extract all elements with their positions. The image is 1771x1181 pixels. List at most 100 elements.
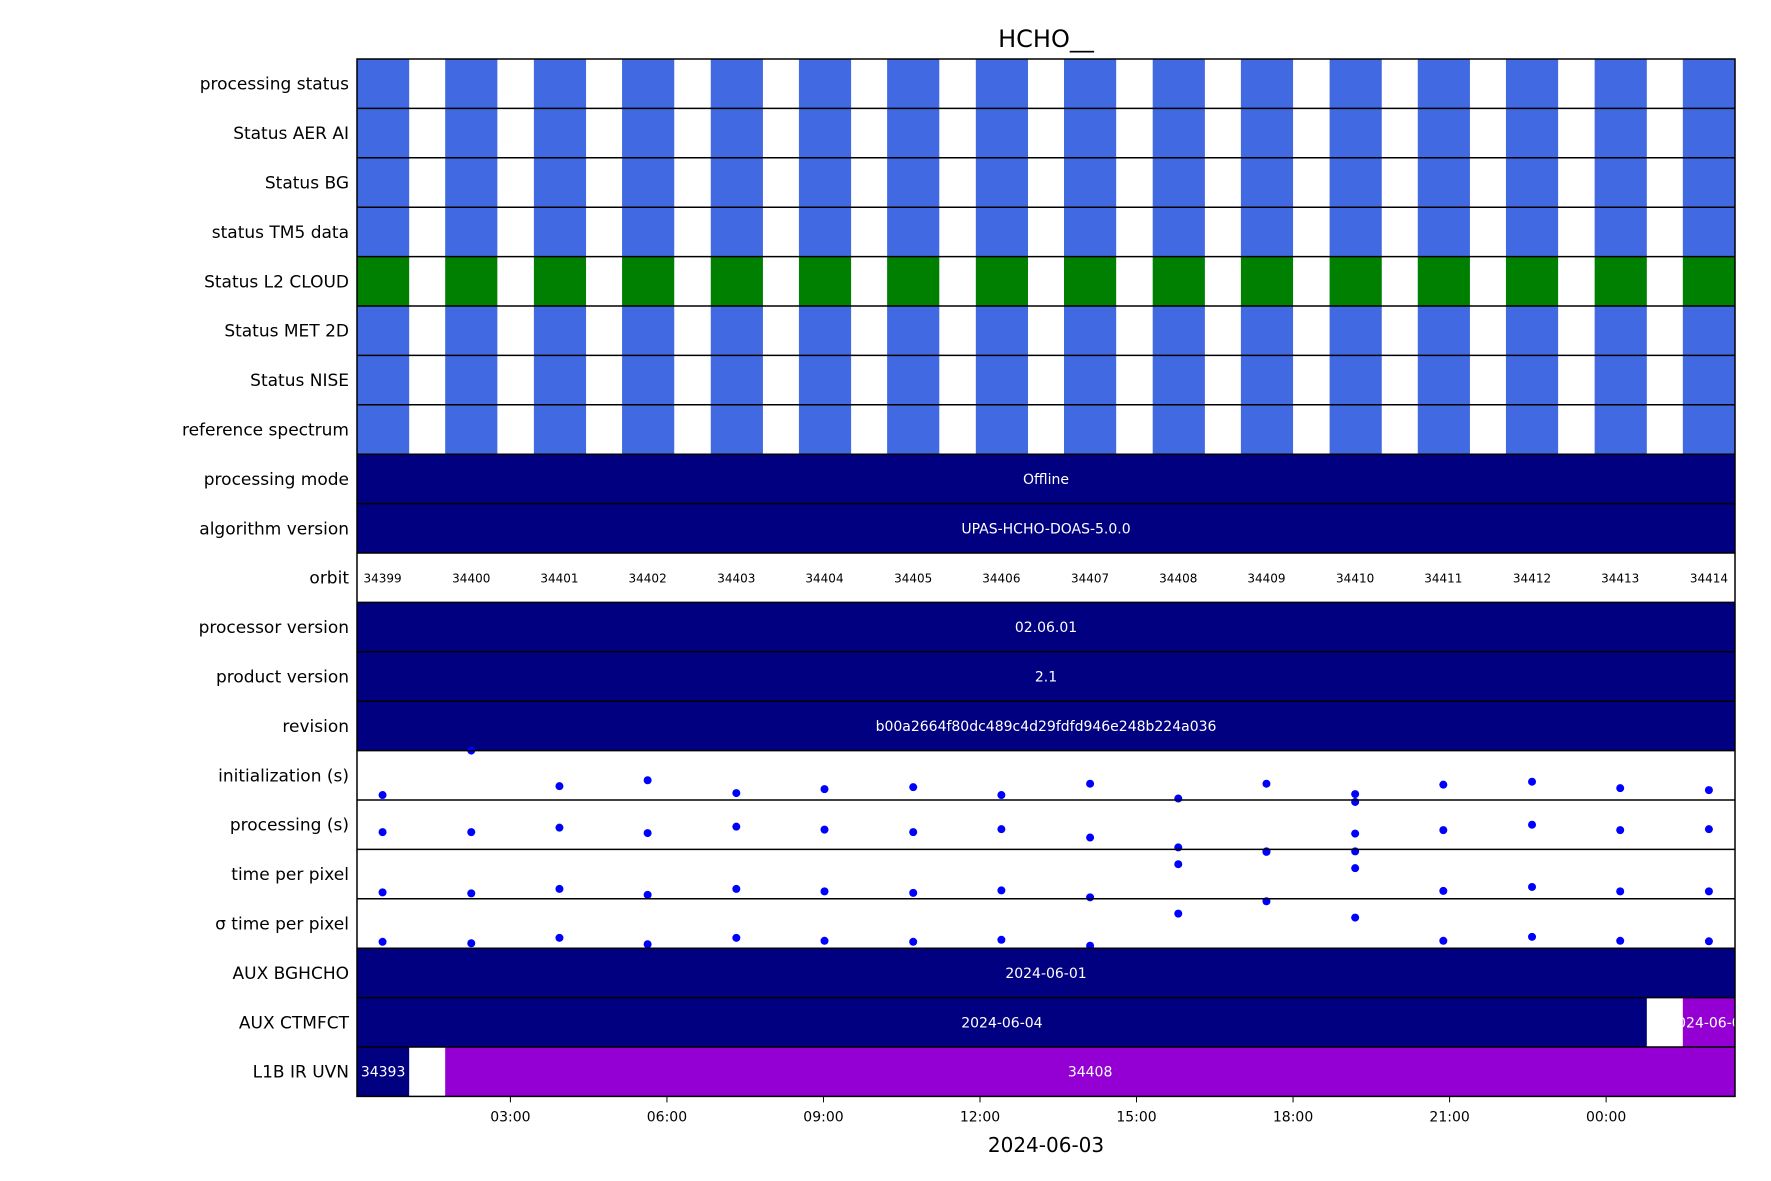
status-l2-cloud-bar-2 bbox=[533, 256, 587, 306]
reference-spectrum-bar-10 bbox=[1240, 404, 1294, 455]
status-bg-bar-0 bbox=[357, 157, 410, 208]
status-aer-ai-bar-7 bbox=[975, 108, 1028, 158]
processing-status-bar-11 bbox=[1329, 59, 1382, 109]
processing-mode-segment-0 bbox=[357, 454, 1735, 504]
status-aer-ai-bar-12 bbox=[1417, 108, 1470, 158]
orbit-number-14: 34413 bbox=[1601, 572, 1639, 586]
initialization-s-point-7 bbox=[997, 791, 1006, 800]
row-label-orbit: orbit bbox=[309, 569, 349, 589]
reference-spectrum-bar-7 bbox=[975, 404, 1028, 455]
aux-bghcho-segment-0 bbox=[357, 948, 1735, 998]
reference-spectrum-bar-0 bbox=[357, 404, 410, 455]
orbit-number-1: 34400 bbox=[452, 572, 490, 586]
status-bg-bar-13 bbox=[1505, 157, 1559, 208]
row-label-status-nise: Status NISE bbox=[250, 371, 349, 391]
status-tm5-data-bar-9 bbox=[1152, 207, 1205, 257]
reference-spectrum-bar-5 bbox=[798, 404, 852, 455]
row-label-status-l2-cloud: Status L2 CLOUD bbox=[204, 272, 349, 292]
aux-ctmfct-segment-label-0: 2024-06-04 bbox=[961, 1015, 1042, 1031]
status-nise-bar-11 bbox=[1329, 355, 1382, 405]
aux-ctmfct-segment-label-1: 2024-06-05 bbox=[1668, 1015, 1749, 1031]
time-per-pixel-point-3 bbox=[643, 940, 652, 949]
initialization-s-point-16 bbox=[1704, 786, 1713, 795]
status-nise-bar-13 bbox=[1505, 355, 1559, 405]
time-per-pixel-point-2 bbox=[555, 884, 564, 893]
row-label-processor-version: processor version bbox=[199, 618, 349, 638]
initialization-s-point-10 bbox=[1262, 779, 1271, 788]
orbit-number-4: 34403 bbox=[717, 572, 755, 586]
status-tm5-data-bar-10 bbox=[1240, 207, 1294, 257]
processing-s-point-13 bbox=[1439, 826, 1448, 835]
status-nise-bar-7 bbox=[975, 355, 1028, 405]
processing-status-bar-4 bbox=[710, 59, 763, 109]
status-bg-bar-14 bbox=[1594, 157, 1647, 208]
row-label-algorithm-version: algorithm version bbox=[199, 519, 349, 539]
time-per-pixel-point-7 bbox=[997, 935, 1006, 944]
orbit-number-12: 34411 bbox=[1424, 572, 1462, 586]
rows-layer: Offline UPAS-HCHO-DOAS-5.0.0 34399 34400 344… bbox=[357, 59, 1749, 1097]
plot-frame bbox=[356, 58, 1736, 1098]
processor-version-segment-0 bbox=[357, 602, 1735, 652]
status-tm5-data-bar-0 bbox=[357, 207, 410, 257]
initialization-s-point-4 bbox=[732, 789, 741, 798]
reference-spectrum-bar-9 bbox=[1152, 404, 1205, 455]
time-per-pixel-point-15 bbox=[1704, 937, 1713, 946]
initialization-s-point-6 bbox=[909, 783, 918, 792]
time-per-pixel-point-12 bbox=[1439, 886, 1448, 895]
x-tick-label-3: 12:00 bbox=[960, 1109, 1000, 1125]
processing-status-bar-9 bbox=[1152, 59, 1205, 109]
initialization-s-point-9 bbox=[1174, 794, 1183, 803]
status-met-2d-bar-0 bbox=[357, 306, 410, 356]
status-aer-ai-bar-15 bbox=[1682, 108, 1735, 158]
processing-s-point-3 bbox=[643, 829, 652, 838]
processing-s-point-16 bbox=[1704, 825, 1713, 834]
processing-status-bar-7 bbox=[975, 59, 1028, 109]
status-met-2d-bar-4 bbox=[710, 306, 763, 356]
product-version-segment-0 bbox=[357, 651, 1735, 702]
processing-s-point-11 bbox=[1351, 829, 1360, 838]
status-nise-bar-2 bbox=[533, 355, 587, 405]
status-nise-bar-9 bbox=[1152, 355, 1205, 405]
processing-s-point-2 bbox=[555, 823, 564, 832]
status-nise-bar-3 bbox=[622, 355, 675, 405]
row-label-revision: revision bbox=[282, 717, 349, 737]
processing-s-point-0 bbox=[378, 828, 387, 837]
status-aer-ai-bar-10 bbox=[1240, 108, 1294, 158]
reference-spectrum-bar-2 bbox=[533, 404, 587, 455]
processing-status-bar-13 bbox=[1505, 59, 1559, 109]
status-aer-ai-bar-9 bbox=[1152, 108, 1205, 158]
status-aer-ai-bar-14 bbox=[1594, 108, 1647, 158]
status-aer-ai-bar-11 bbox=[1329, 108, 1382, 158]
status-bg-bar-15 bbox=[1682, 157, 1735, 208]
x-axis: 03:00 06:00 09:00 12:00 15:00 18:00 21:00 00:00 bbox=[490, 1096, 1626, 1125]
status-l2-cloud-bar-8 bbox=[1064, 256, 1117, 306]
orbit-number-11: 34410 bbox=[1336, 572, 1374, 586]
processing-s-point-5 bbox=[820, 825, 829, 834]
status-nise-bar-0 bbox=[357, 355, 410, 405]
status-aer-ai-bar-1 bbox=[445, 108, 498, 158]
time-per-pixel-point-11 bbox=[1351, 913, 1360, 922]
status-l2-cloud-bar-14 bbox=[1594, 256, 1647, 306]
aux-ctmfct-segment-0 bbox=[357, 997, 1647, 1047]
orbit-number-10: 34409 bbox=[1247, 572, 1285, 586]
orbit-number-15: 34414 bbox=[1690, 572, 1728, 586]
status-nise-bar-10 bbox=[1240, 355, 1294, 405]
orbit-number-5: 34404 bbox=[805, 572, 843, 586]
algorithm-version-segment-label-0: UPAS-HCHO-DOAS-5.0.0 bbox=[961, 521, 1130, 537]
status-met-2d-bar-10 bbox=[1240, 306, 1294, 356]
status-tm5-data-bar-15 bbox=[1682, 207, 1735, 257]
status-bg-bar-11 bbox=[1329, 157, 1382, 208]
orbit-number-13: 34412 bbox=[1513, 572, 1551, 586]
time-per-pixel-point-6 bbox=[909, 888, 918, 897]
time-per-pixel-point-14 bbox=[1616, 887, 1625, 896]
processing-s-point-14 bbox=[1528, 820, 1537, 829]
status-nise-bar-15 bbox=[1682, 355, 1735, 405]
status-tm5-data-bar-4 bbox=[710, 207, 763, 257]
processing-s-point-12 bbox=[1351, 847, 1360, 856]
status-bg-bar-6 bbox=[887, 157, 940, 208]
row-label-aux-bghcho: AUX BGHCHO bbox=[233, 964, 349, 984]
status-met-2d-bar-9 bbox=[1152, 306, 1205, 356]
status-nise-bar-8 bbox=[1064, 355, 1117, 405]
time-per-pixel-point-15 bbox=[1704, 887, 1713, 896]
time-per-pixel-point-11 bbox=[1351, 864, 1360, 873]
